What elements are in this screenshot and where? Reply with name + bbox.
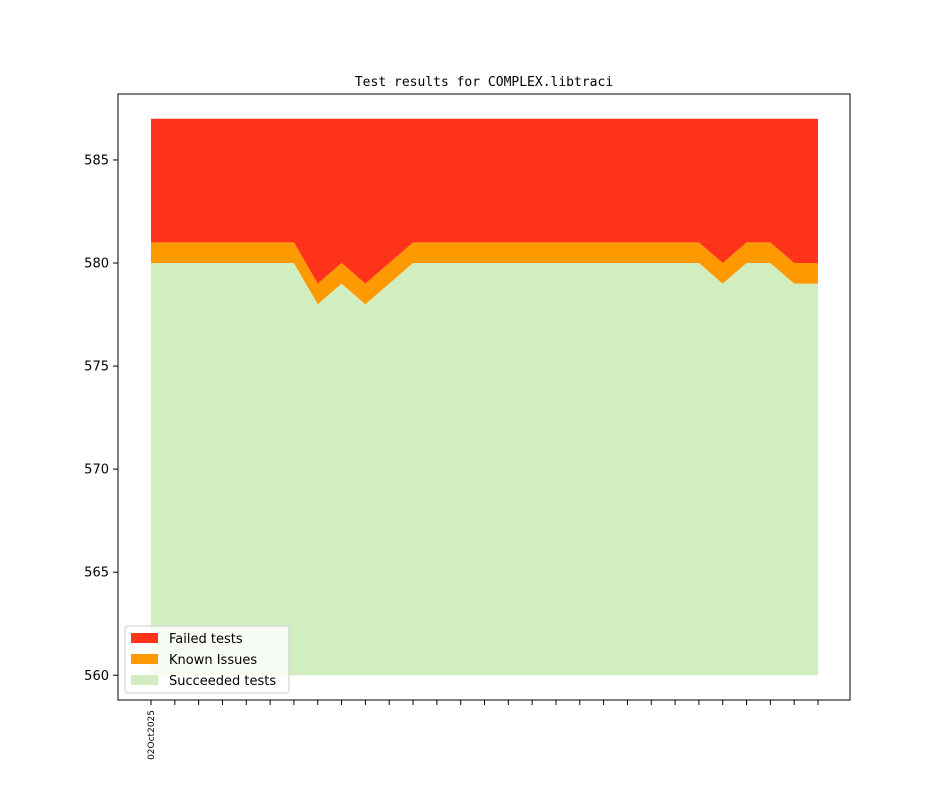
plot-area: 560 565 570 575 580 585 02Oct2025 xyxy=(84,93,851,760)
legend-swatch xyxy=(131,633,158,643)
y-tick-label: 575 xyxy=(84,360,109,375)
area-succeeded-tests xyxy=(151,263,818,676)
legend-swatch xyxy=(131,675,158,685)
x-axis: 02Oct2025 xyxy=(147,700,819,760)
y-tick-label: 560 xyxy=(84,669,109,684)
legend-label: Known Issues xyxy=(169,653,257,668)
area-failed-tests xyxy=(151,118,818,284)
y-tick-label: 570 xyxy=(84,463,109,478)
y-axis: 560 565 570 575 580 585 xyxy=(84,153,118,684)
x-tick-label: 02Oct2025 xyxy=(147,710,157,760)
legend-box xyxy=(124,625,290,694)
chart-title: Test results for COMPLEX.libtraci xyxy=(355,75,613,90)
y-tick-label: 585 xyxy=(84,153,109,168)
legend-label: Succeeded tests xyxy=(169,674,276,689)
y-tick-label: 580 xyxy=(84,257,109,272)
legend-swatch xyxy=(131,654,158,664)
legend-label: Failed tests xyxy=(169,632,243,647)
stacked-areas xyxy=(151,118,818,676)
legend: Failed tests Known Issues Succeeded tests xyxy=(124,625,290,694)
area-known-issues xyxy=(151,242,818,305)
y-tick-label: 565 xyxy=(84,566,109,581)
